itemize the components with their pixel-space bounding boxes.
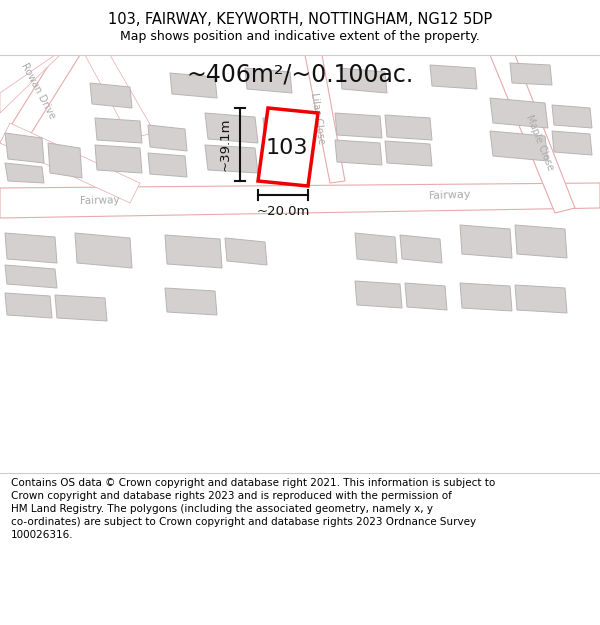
Polygon shape [205,145,258,173]
Polygon shape [5,133,44,163]
Polygon shape [335,113,382,138]
Polygon shape [355,281,402,308]
Polygon shape [340,68,387,93]
Polygon shape [75,233,132,268]
Polygon shape [55,295,107,321]
Text: Contains OS data © Crown copyright and database right 2021. This information is : Contains OS data © Crown copyright and d… [11,478,495,541]
Polygon shape [225,238,267,265]
Polygon shape [90,83,132,108]
Polygon shape [0,55,60,113]
Polygon shape [5,265,57,288]
Text: ~406m²/~0.100ac.: ~406m²/~0.100ac. [187,63,413,87]
Polygon shape [400,235,442,263]
Polygon shape [148,153,187,177]
Text: 103: 103 [266,138,308,158]
Polygon shape [552,131,592,155]
Text: 103, FAIRWAY, KEYWORTH, NOTTINGHAM, NG12 5DP: 103, FAIRWAY, KEYWORTH, NOTTINGHAM, NG12… [108,12,492,27]
Polygon shape [305,55,345,183]
Polygon shape [148,125,187,151]
Text: Fairway: Fairway [428,189,472,201]
Text: Lilac Close: Lilac Close [310,91,326,144]
Polygon shape [385,141,432,166]
Polygon shape [385,115,432,140]
Polygon shape [510,63,552,85]
Polygon shape [5,233,57,263]
Text: ~20.0m: ~20.0m [256,205,310,218]
Polygon shape [245,68,292,93]
Polygon shape [5,293,52,318]
Polygon shape [460,283,512,311]
Polygon shape [85,55,155,138]
Polygon shape [0,123,140,203]
Polygon shape [5,163,44,183]
Polygon shape [515,225,567,258]
Polygon shape [490,98,548,128]
Polygon shape [95,118,142,143]
Text: Maple Close: Maple Close [524,114,556,172]
Polygon shape [48,143,82,178]
Polygon shape [490,131,548,161]
Text: ~39.1m: ~39.1m [219,118,232,171]
Polygon shape [430,65,477,89]
Polygon shape [165,235,222,268]
Polygon shape [335,140,382,165]
Polygon shape [258,108,318,186]
Polygon shape [405,283,447,310]
Polygon shape [552,105,592,128]
Text: Rowan Drive: Rowan Drive [19,61,57,121]
Polygon shape [490,55,575,213]
Text: Fairway: Fairway [80,196,120,206]
Polygon shape [0,183,600,218]
Polygon shape [165,288,217,315]
Text: Map shows position and indicative extent of the property.: Map shows position and indicative extent… [120,30,480,43]
Polygon shape [0,55,80,143]
Polygon shape [460,225,512,258]
Polygon shape [263,118,302,143]
Polygon shape [95,145,142,173]
Polygon shape [263,145,302,169]
Polygon shape [170,73,217,98]
Polygon shape [355,233,397,263]
Polygon shape [205,113,258,143]
Polygon shape [515,285,567,313]
